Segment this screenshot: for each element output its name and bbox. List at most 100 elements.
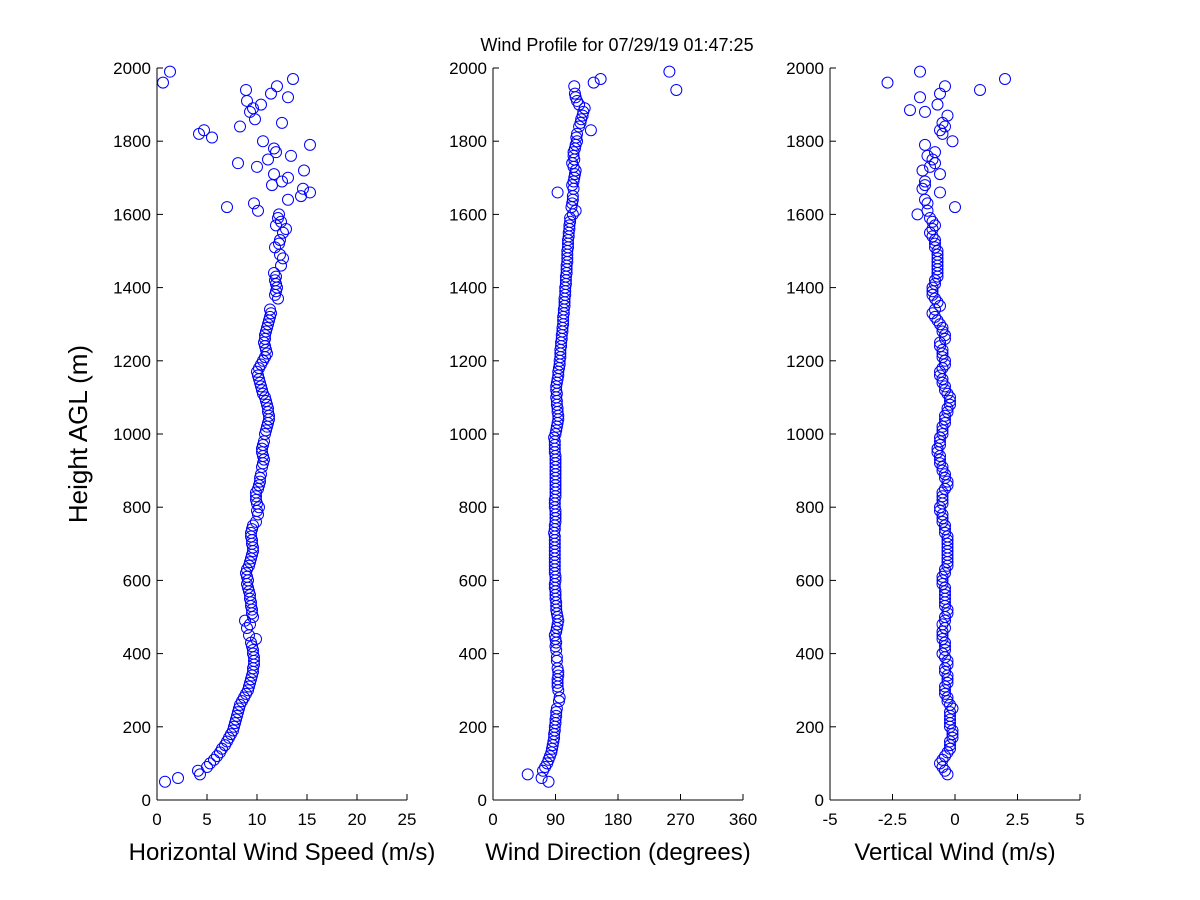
data-point <box>926 307 939 320</box>
data-point <box>242 574 254 587</box>
data-point <box>241 94 253 107</box>
data-point <box>939 358 951 371</box>
data-point <box>944 698 956 711</box>
data-point <box>936 761 949 774</box>
data-point <box>260 424 272 437</box>
y-tick-label: 400 <box>796 645 824 664</box>
data-point <box>936 343 949 356</box>
y-tick-label: 1400 <box>113 279 151 298</box>
data-point <box>934 504 946 517</box>
y-tick-label: 1200 <box>449 352 487 371</box>
data-point <box>936 420 949 433</box>
data-point <box>244 556 256 569</box>
data-point <box>304 138 316 151</box>
data-point <box>253 373 265 386</box>
data-point <box>252 204 264 217</box>
data-point <box>936 632 949 645</box>
data-point <box>298 164 310 177</box>
data-point <box>254 475 266 488</box>
data-point <box>936 570 949 583</box>
data-point <box>273 208 285 221</box>
data-point <box>243 585 255 598</box>
data-point <box>919 175 931 188</box>
data-point <box>941 691 954 704</box>
x-tick-label: 10 <box>248 810 267 829</box>
y-tick-label: 2000 <box>113 59 151 78</box>
data-point <box>919 179 931 192</box>
y-tick-label: 200 <box>459 718 487 737</box>
data-point <box>941 658 954 671</box>
data-point <box>946 724 959 737</box>
data-point <box>241 621 253 634</box>
x-tick-label: 25 <box>398 810 417 829</box>
data-point <box>939 567 951 580</box>
x-tick-label: 15 <box>298 810 317 829</box>
data-point <box>566 197 579 210</box>
data-point <box>268 142 280 155</box>
y-tick-label: 1400 <box>449 279 487 298</box>
data-point <box>263 314 275 327</box>
data-point <box>939 614 951 627</box>
data-point <box>941 768 954 781</box>
data-point <box>216 742 228 755</box>
data-point <box>260 325 272 338</box>
y-tick-label: 400 <box>123 645 151 664</box>
data-point <box>521 768 534 781</box>
data-point <box>926 230 939 243</box>
data-point <box>552 669 565 682</box>
data-point <box>240 83 252 96</box>
data-point <box>257 387 269 400</box>
data-point <box>936 512 949 525</box>
y-axis-label: Height AGL (m) <box>63 345 93 523</box>
data-point <box>297 182 309 195</box>
series-markers <box>881 65 1011 781</box>
data-point <box>304 186 316 199</box>
data-point <box>240 567 252 580</box>
x-tick-label: 5 <box>202 810 211 829</box>
data-point <box>245 673 257 686</box>
data-point <box>936 351 949 364</box>
data-point <box>941 479 954 492</box>
data-point <box>941 406 954 419</box>
data-point <box>944 713 956 726</box>
data-point <box>287 72 299 85</box>
data-point <box>946 728 959 741</box>
data-point <box>268 168 280 181</box>
x-axis-label: Wind Direction (degrees) <box>485 839 750 866</box>
y-tick-label: 1400 <box>786 279 824 298</box>
data-point <box>250 632 262 645</box>
data-point <box>914 65 926 78</box>
y-tick-label: 600 <box>123 571 151 590</box>
data-point <box>261 398 273 411</box>
data-point <box>939 680 951 693</box>
data-point <box>936 493 949 506</box>
data-point <box>939 665 951 678</box>
data-point <box>939 380 951 393</box>
data-point <box>276 116 288 129</box>
y-tick-label: 200 <box>123 718 151 737</box>
x-tick-label: 2.5 <box>1006 810 1030 829</box>
data-point <box>228 720 240 733</box>
data-point <box>234 120 246 133</box>
panel-direction: 0 200 400 600 800 1000 1200 1400 1600 1800 2000 0 90… <box>449 59 757 866</box>
data-point <box>934 431 946 444</box>
data-point <box>571 127 584 140</box>
data-point <box>926 285 939 298</box>
data-point <box>157 76 169 89</box>
data-point <box>221 201 233 214</box>
data-point <box>939 354 951 367</box>
data-point <box>934 87 946 100</box>
data-point <box>568 80 581 93</box>
y-tick-label: 200 <box>796 718 824 737</box>
data-point <box>941 673 954 686</box>
x-tick-label: 20 <box>348 810 367 829</box>
data-point <box>247 102 259 115</box>
series-markers <box>521 65 683 788</box>
data-point <box>164 65 176 78</box>
data-point <box>931 442 944 455</box>
data-point <box>946 135 959 148</box>
data-point <box>939 643 951 656</box>
data-point <box>261 420 273 433</box>
data-point <box>934 457 946 470</box>
data-point <box>542 775 555 788</box>
